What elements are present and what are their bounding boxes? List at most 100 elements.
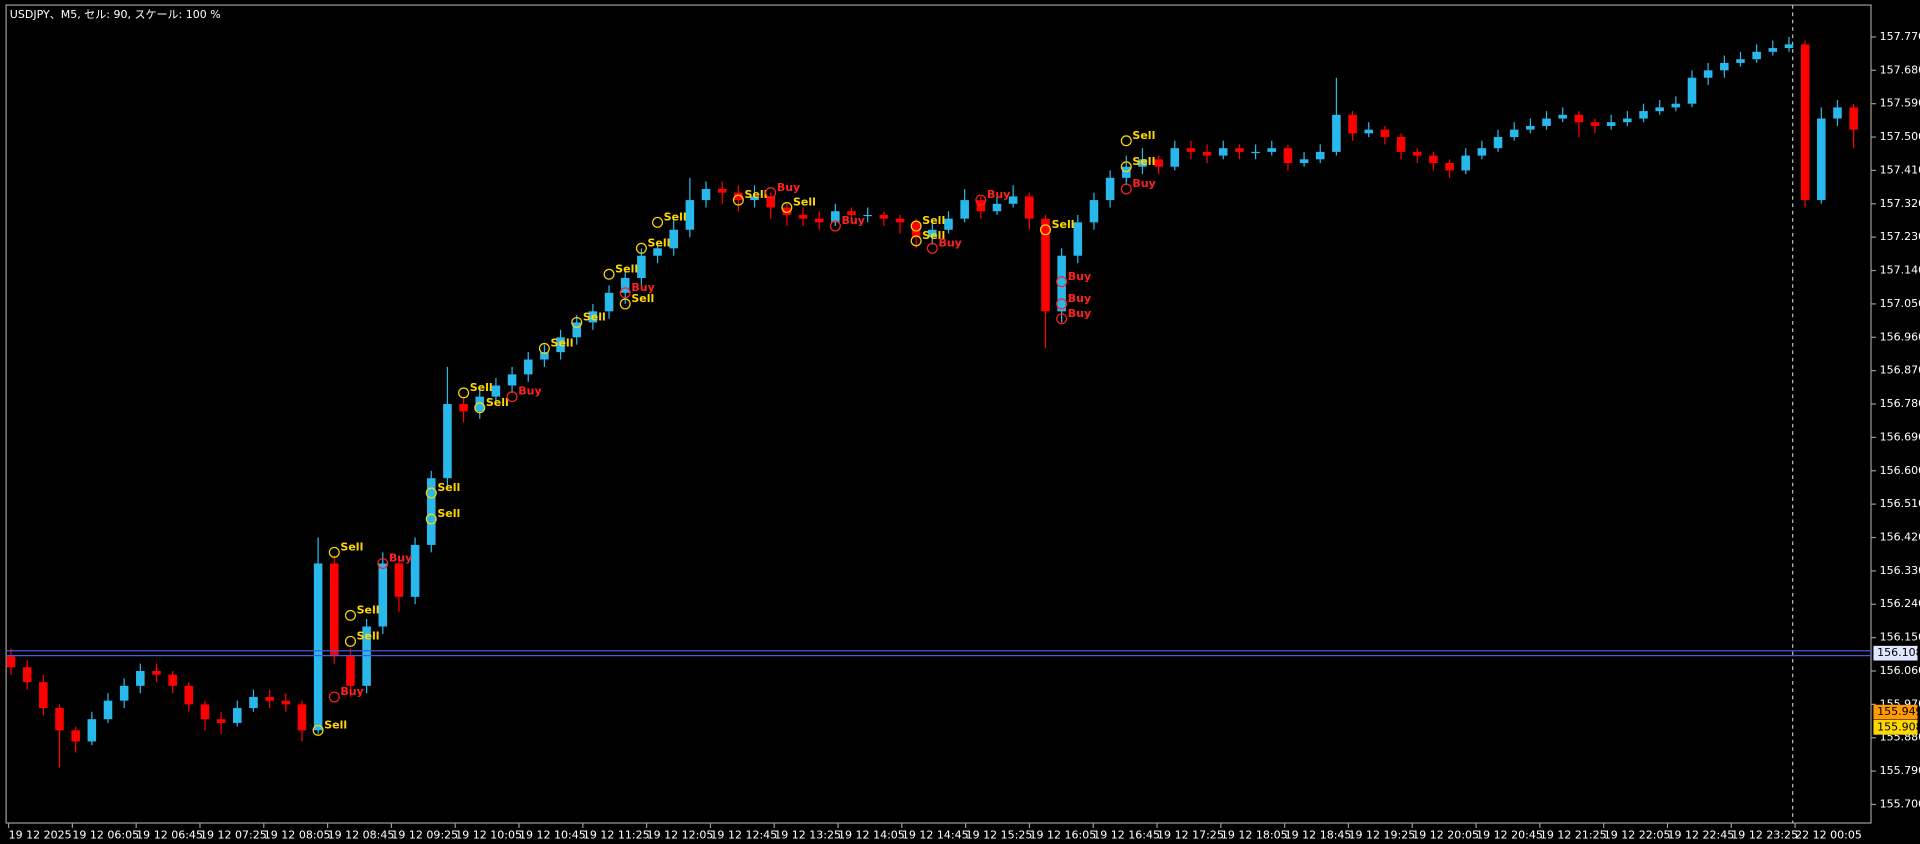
candle-body xyxy=(1590,122,1600,126)
y-tick-label: 156.240 xyxy=(1880,597,1920,610)
candle-body xyxy=(863,214,872,217)
x-tick-label: 19 12 16:45 xyxy=(1093,828,1160,841)
candle-body xyxy=(701,188,711,201)
candle-body xyxy=(847,211,856,215)
candle-body xyxy=(814,218,824,223)
x-tick-label: 19 12 06:05 xyxy=(72,828,139,841)
candle-body xyxy=(620,277,630,293)
x-tick-label: 19 12 18:05 xyxy=(1221,828,1288,841)
candle-body xyxy=(1073,222,1083,256)
plot-frame xyxy=(5,4,1872,824)
signal-label: Sell xyxy=(1052,218,1075,231)
candle-body xyxy=(1186,148,1196,152)
candle-body xyxy=(572,322,582,338)
candle-body xyxy=(1202,151,1212,156)
signal-label: Sell xyxy=(357,603,380,616)
candle-body xyxy=(976,200,986,212)
candle-body xyxy=(1461,155,1470,171)
candle-body xyxy=(1364,129,1374,134)
candle-body xyxy=(1283,148,1293,164)
price-label: 156.108 xyxy=(1877,646,1920,659)
candle-body xyxy=(103,700,113,720)
candle-body xyxy=(750,196,759,201)
signal-circle xyxy=(619,298,631,310)
candle-body xyxy=(1509,129,1519,138)
y-tick-label: 157.410 xyxy=(1880,163,1920,176)
price-label-box xyxy=(1873,645,1918,661)
y-tick-label: 155.790 xyxy=(1880,764,1920,777)
x-tick-label: 19 12 16:05 xyxy=(1029,828,1096,841)
candle-body xyxy=(1493,137,1503,149)
signal-circle xyxy=(1120,161,1132,173)
x-tick-label: 19 12 08:05 xyxy=(264,828,331,841)
signal-label: Buy xyxy=(1132,177,1155,190)
candle-body xyxy=(782,207,792,215)
candle-body xyxy=(1348,114,1357,134)
signal-label: Buy xyxy=(631,281,654,294)
signal-circle xyxy=(603,268,615,280)
candle-body xyxy=(556,337,565,353)
y-tick-label: 157.230 xyxy=(1880,230,1920,243)
candle-body xyxy=(1008,196,1018,204)
candle-body xyxy=(1315,151,1325,160)
candle-body xyxy=(1800,44,1810,201)
candle-body xyxy=(1606,122,1616,126)
candle-body xyxy=(1817,118,1826,201)
signal-circle xyxy=(458,387,470,399)
x-tick-label: 19 12 06:45 xyxy=(136,828,203,841)
x-tick-label: 19 12 08:45 xyxy=(328,828,395,841)
signal-label: Sell xyxy=(793,196,816,209)
signal-circle xyxy=(910,220,922,232)
candle-body xyxy=(798,214,808,219)
candle-body xyxy=(281,700,291,705)
signal-label: Sell xyxy=(1132,129,1155,142)
signal-label: Sell xyxy=(551,337,574,350)
signal-label: Sell xyxy=(437,507,460,520)
signal-circle xyxy=(344,609,356,621)
candle-body xyxy=(378,563,388,627)
candle-body xyxy=(1752,51,1761,60)
x-tick-label: 19 12 14:05 xyxy=(838,828,905,841)
candle-body xyxy=(1299,159,1309,164)
signal-label: Sell xyxy=(664,210,687,223)
signal-label: Sell xyxy=(357,629,380,642)
candle-body xyxy=(1784,44,1794,49)
signal-circle xyxy=(829,220,841,232)
signal-label: Buy xyxy=(1068,307,1091,320)
signal-label: Sell xyxy=(922,214,945,227)
signal-label: Buy xyxy=(987,188,1010,201)
y-tick-label: 157.500 xyxy=(1880,130,1920,143)
candle-body xyxy=(168,674,177,686)
y-tick-label: 157.320 xyxy=(1880,197,1920,210)
candle-body xyxy=(1849,107,1858,130)
price-label-box xyxy=(1873,720,1918,735)
price-label-box xyxy=(1873,704,1918,720)
candle-body xyxy=(1251,151,1260,154)
candle-body xyxy=(1412,151,1422,156)
x-tick-label: 19 12 13:25 xyxy=(774,828,841,841)
y-tick-label: 157.140 xyxy=(1880,264,1920,277)
x-tick-label: 22 12 00:05 xyxy=(1795,828,1862,841)
candle-body xyxy=(249,696,258,709)
candle-body xyxy=(233,708,242,723)
candle-body xyxy=(152,670,161,675)
signal-label: Sell xyxy=(631,292,654,305)
candle-body xyxy=(1138,159,1147,167)
signal-label: Buy xyxy=(777,181,800,194)
candle-body xyxy=(22,667,32,683)
y-tick-label: 156.420 xyxy=(1880,531,1920,544)
candle-body xyxy=(1170,148,1180,167)
candle-body xyxy=(1558,114,1567,119)
candle-body xyxy=(766,196,775,208)
x-tick-label: 19 12 20:45 xyxy=(1476,828,1543,841)
x-tick-label: 19 12 23:25 xyxy=(1731,828,1798,841)
candle-body xyxy=(1736,59,1745,63)
x-tick-label: 19 12 15:25 xyxy=(966,828,1033,841)
candle-body xyxy=(1332,114,1341,152)
x-tick-label: 19 12 11:25 xyxy=(583,828,650,841)
x-tick-label: 19 12 09:25 xyxy=(391,828,458,841)
x-tick-label: 19 12 10:05 xyxy=(455,828,522,841)
signal-circle xyxy=(1056,313,1068,325)
candle-body xyxy=(944,218,953,230)
candle-body xyxy=(1542,118,1551,126)
